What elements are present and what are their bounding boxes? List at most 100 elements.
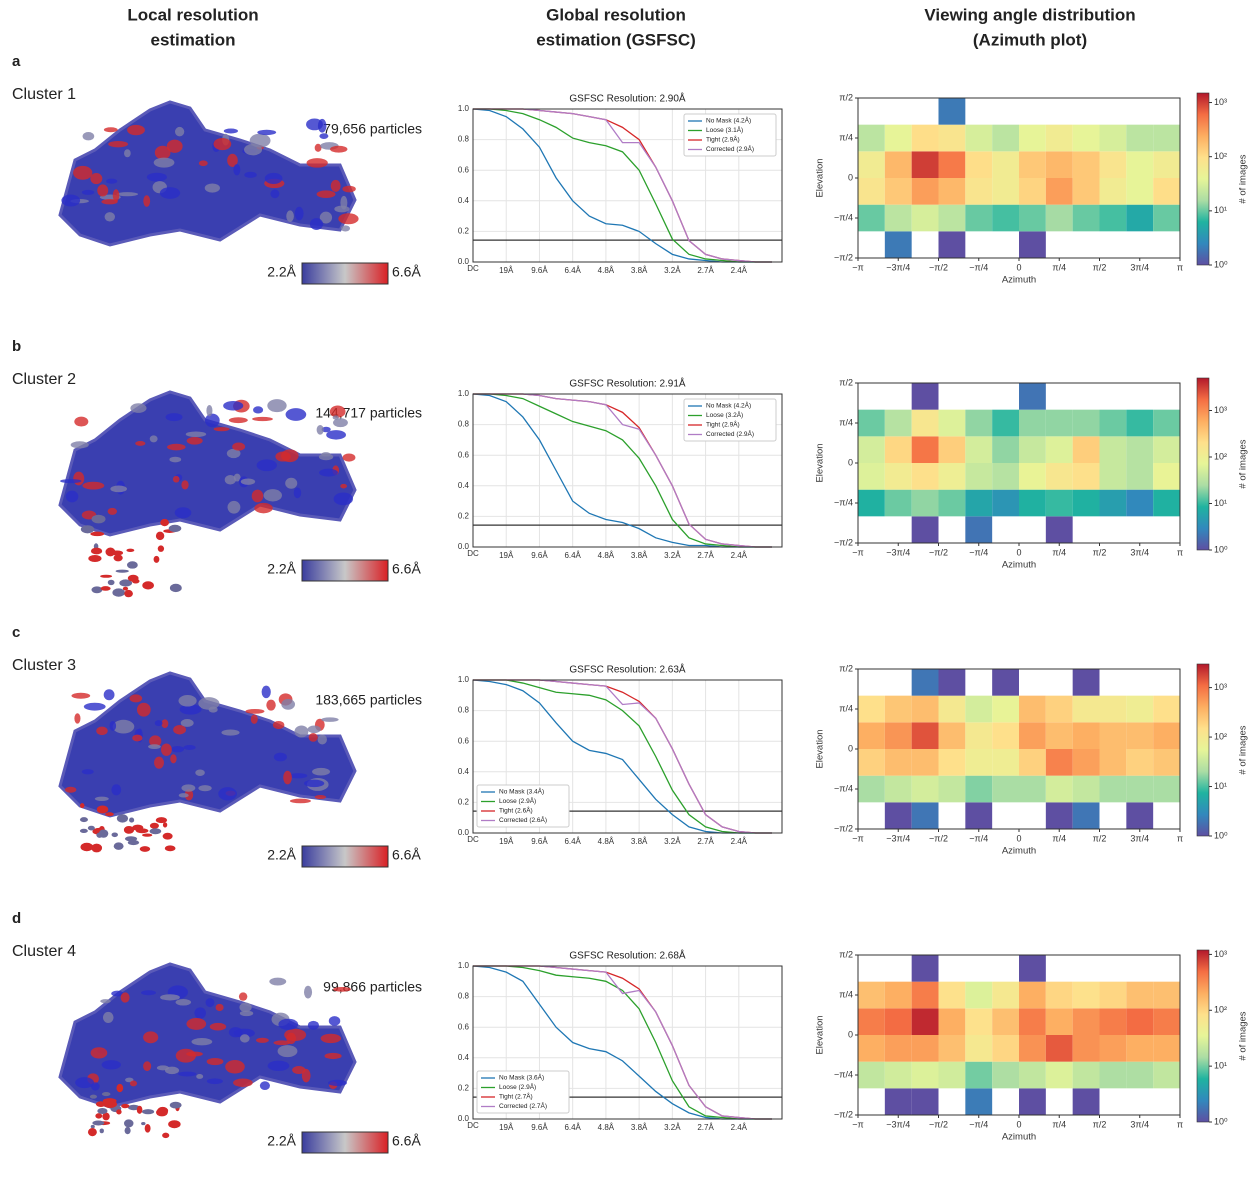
map-texture xyxy=(180,719,194,727)
map-texture xyxy=(75,1077,94,1089)
map-texture xyxy=(79,817,88,823)
map-texture xyxy=(259,1081,270,1091)
heat-cell xyxy=(1072,775,1100,803)
map-texture xyxy=(326,430,346,440)
map-texture xyxy=(175,1048,196,1063)
colorbar xyxy=(1196,377,1210,551)
x-tick-label: −π/2 xyxy=(929,1119,948,1129)
map-texture xyxy=(109,720,117,731)
map-texture xyxy=(209,1022,227,1031)
y-tick-label: 0.4 xyxy=(458,481,470,490)
map-texture xyxy=(294,725,309,738)
x-tick-label: π/4 xyxy=(1052,262,1066,272)
map-texture xyxy=(167,443,186,451)
map-texture xyxy=(87,825,95,831)
heat-cell xyxy=(911,436,939,463)
heat-cell xyxy=(1153,775,1180,803)
heat-cell xyxy=(965,722,993,749)
map-texture xyxy=(156,1108,168,1117)
x-tick-label: 4.8Å xyxy=(598,1123,615,1132)
heat-cell xyxy=(1045,1061,1073,1089)
heat-cell xyxy=(965,802,993,829)
y-tick-label: 0.0 xyxy=(458,1114,470,1123)
x-tick-label: 3.8Å xyxy=(631,266,648,275)
chart-title: GSFSC Resolution: 2.68Å xyxy=(569,949,685,962)
y-tick-label: 0.4 xyxy=(458,1053,470,1062)
map-texture xyxy=(121,1103,130,1109)
heat-cell xyxy=(965,516,993,543)
map-texture xyxy=(227,500,241,514)
heat-cell xyxy=(1019,124,1046,152)
heat-cell xyxy=(1019,151,1046,178)
map-texture xyxy=(256,459,277,472)
heat-cell xyxy=(1045,695,1073,723)
map-texture xyxy=(129,817,135,823)
heat-cell xyxy=(1126,1061,1154,1089)
map-texture xyxy=(143,1061,152,1072)
heat-cell xyxy=(1045,436,1073,463)
heat-cell xyxy=(938,231,966,258)
heat-cell xyxy=(911,151,939,178)
map-texture xyxy=(263,489,282,502)
heat-cell xyxy=(1099,981,1127,1009)
heat-cell xyxy=(965,695,993,723)
plot-frame xyxy=(472,108,783,263)
y-tick-label: 0 xyxy=(848,457,853,467)
map-texture xyxy=(153,555,160,563)
y-tick-label: −π/4 xyxy=(834,497,853,507)
map-texture xyxy=(319,133,329,140)
heat-cell xyxy=(1153,463,1180,490)
heat-cell xyxy=(884,1061,912,1089)
map-texture xyxy=(194,1007,207,1019)
heat-cell xyxy=(911,489,939,517)
x-tick-label: DC xyxy=(467,264,479,273)
x-tick-label: π xyxy=(1177,262,1183,272)
heat-cell xyxy=(911,1088,939,1115)
map-texture xyxy=(307,725,321,734)
y-tick-label: 0 xyxy=(848,1029,853,1039)
map-texture xyxy=(213,137,232,151)
scale-bar xyxy=(301,1131,389,1154)
map-texture xyxy=(136,702,151,717)
heat-cell xyxy=(938,1008,966,1035)
y-tick-label: 0.6 xyxy=(458,450,470,459)
map-texture xyxy=(227,153,238,167)
x-tick-label: 2.4Å xyxy=(731,1123,748,1132)
fsc-line xyxy=(473,965,773,1120)
heat-cell xyxy=(1126,722,1154,749)
map-texture xyxy=(91,844,97,851)
heat-cell xyxy=(858,695,885,723)
map-texture xyxy=(115,569,129,573)
y-axis-label: Elevation xyxy=(815,729,826,768)
heat-cell xyxy=(1045,1035,1073,1062)
map-texture xyxy=(283,770,292,785)
map-texture xyxy=(327,1079,347,1087)
map-texture xyxy=(228,417,248,424)
map-texture xyxy=(198,785,212,792)
map-texture xyxy=(181,480,189,490)
map-texture xyxy=(101,1060,121,1070)
heat-cell xyxy=(858,409,885,437)
heat-cell xyxy=(884,151,912,178)
heat-cell xyxy=(911,124,939,152)
map-texture xyxy=(314,794,327,800)
y-tick-label: −π/4 xyxy=(834,212,853,222)
map-texture xyxy=(112,588,125,597)
heat-cell xyxy=(1126,749,1154,776)
heat-cell xyxy=(858,722,885,749)
legend-label: No Mask (4.2Å) xyxy=(706,401,751,410)
heat-cell xyxy=(1099,178,1127,205)
map-texture xyxy=(100,586,111,591)
map-texture xyxy=(185,431,207,438)
map-texture xyxy=(340,195,348,210)
x-tick-label: 0 xyxy=(1016,547,1021,557)
heat-cell xyxy=(1019,1008,1046,1035)
map-texture xyxy=(342,453,356,462)
map-texture xyxy=(127,124,145,136)
map-texture xyxy=(129,1080,138,1087)
heat-cell xyxy=(858,151,885,178)
heat-cell xyxy=(1072,1035,1100,1062)
heat-cell xyxy=(911,178,939,205)
scale-bar xyxy=(301,845,389,868)
y-axis-label: Elevation xyxy=(815,443,826,482)
